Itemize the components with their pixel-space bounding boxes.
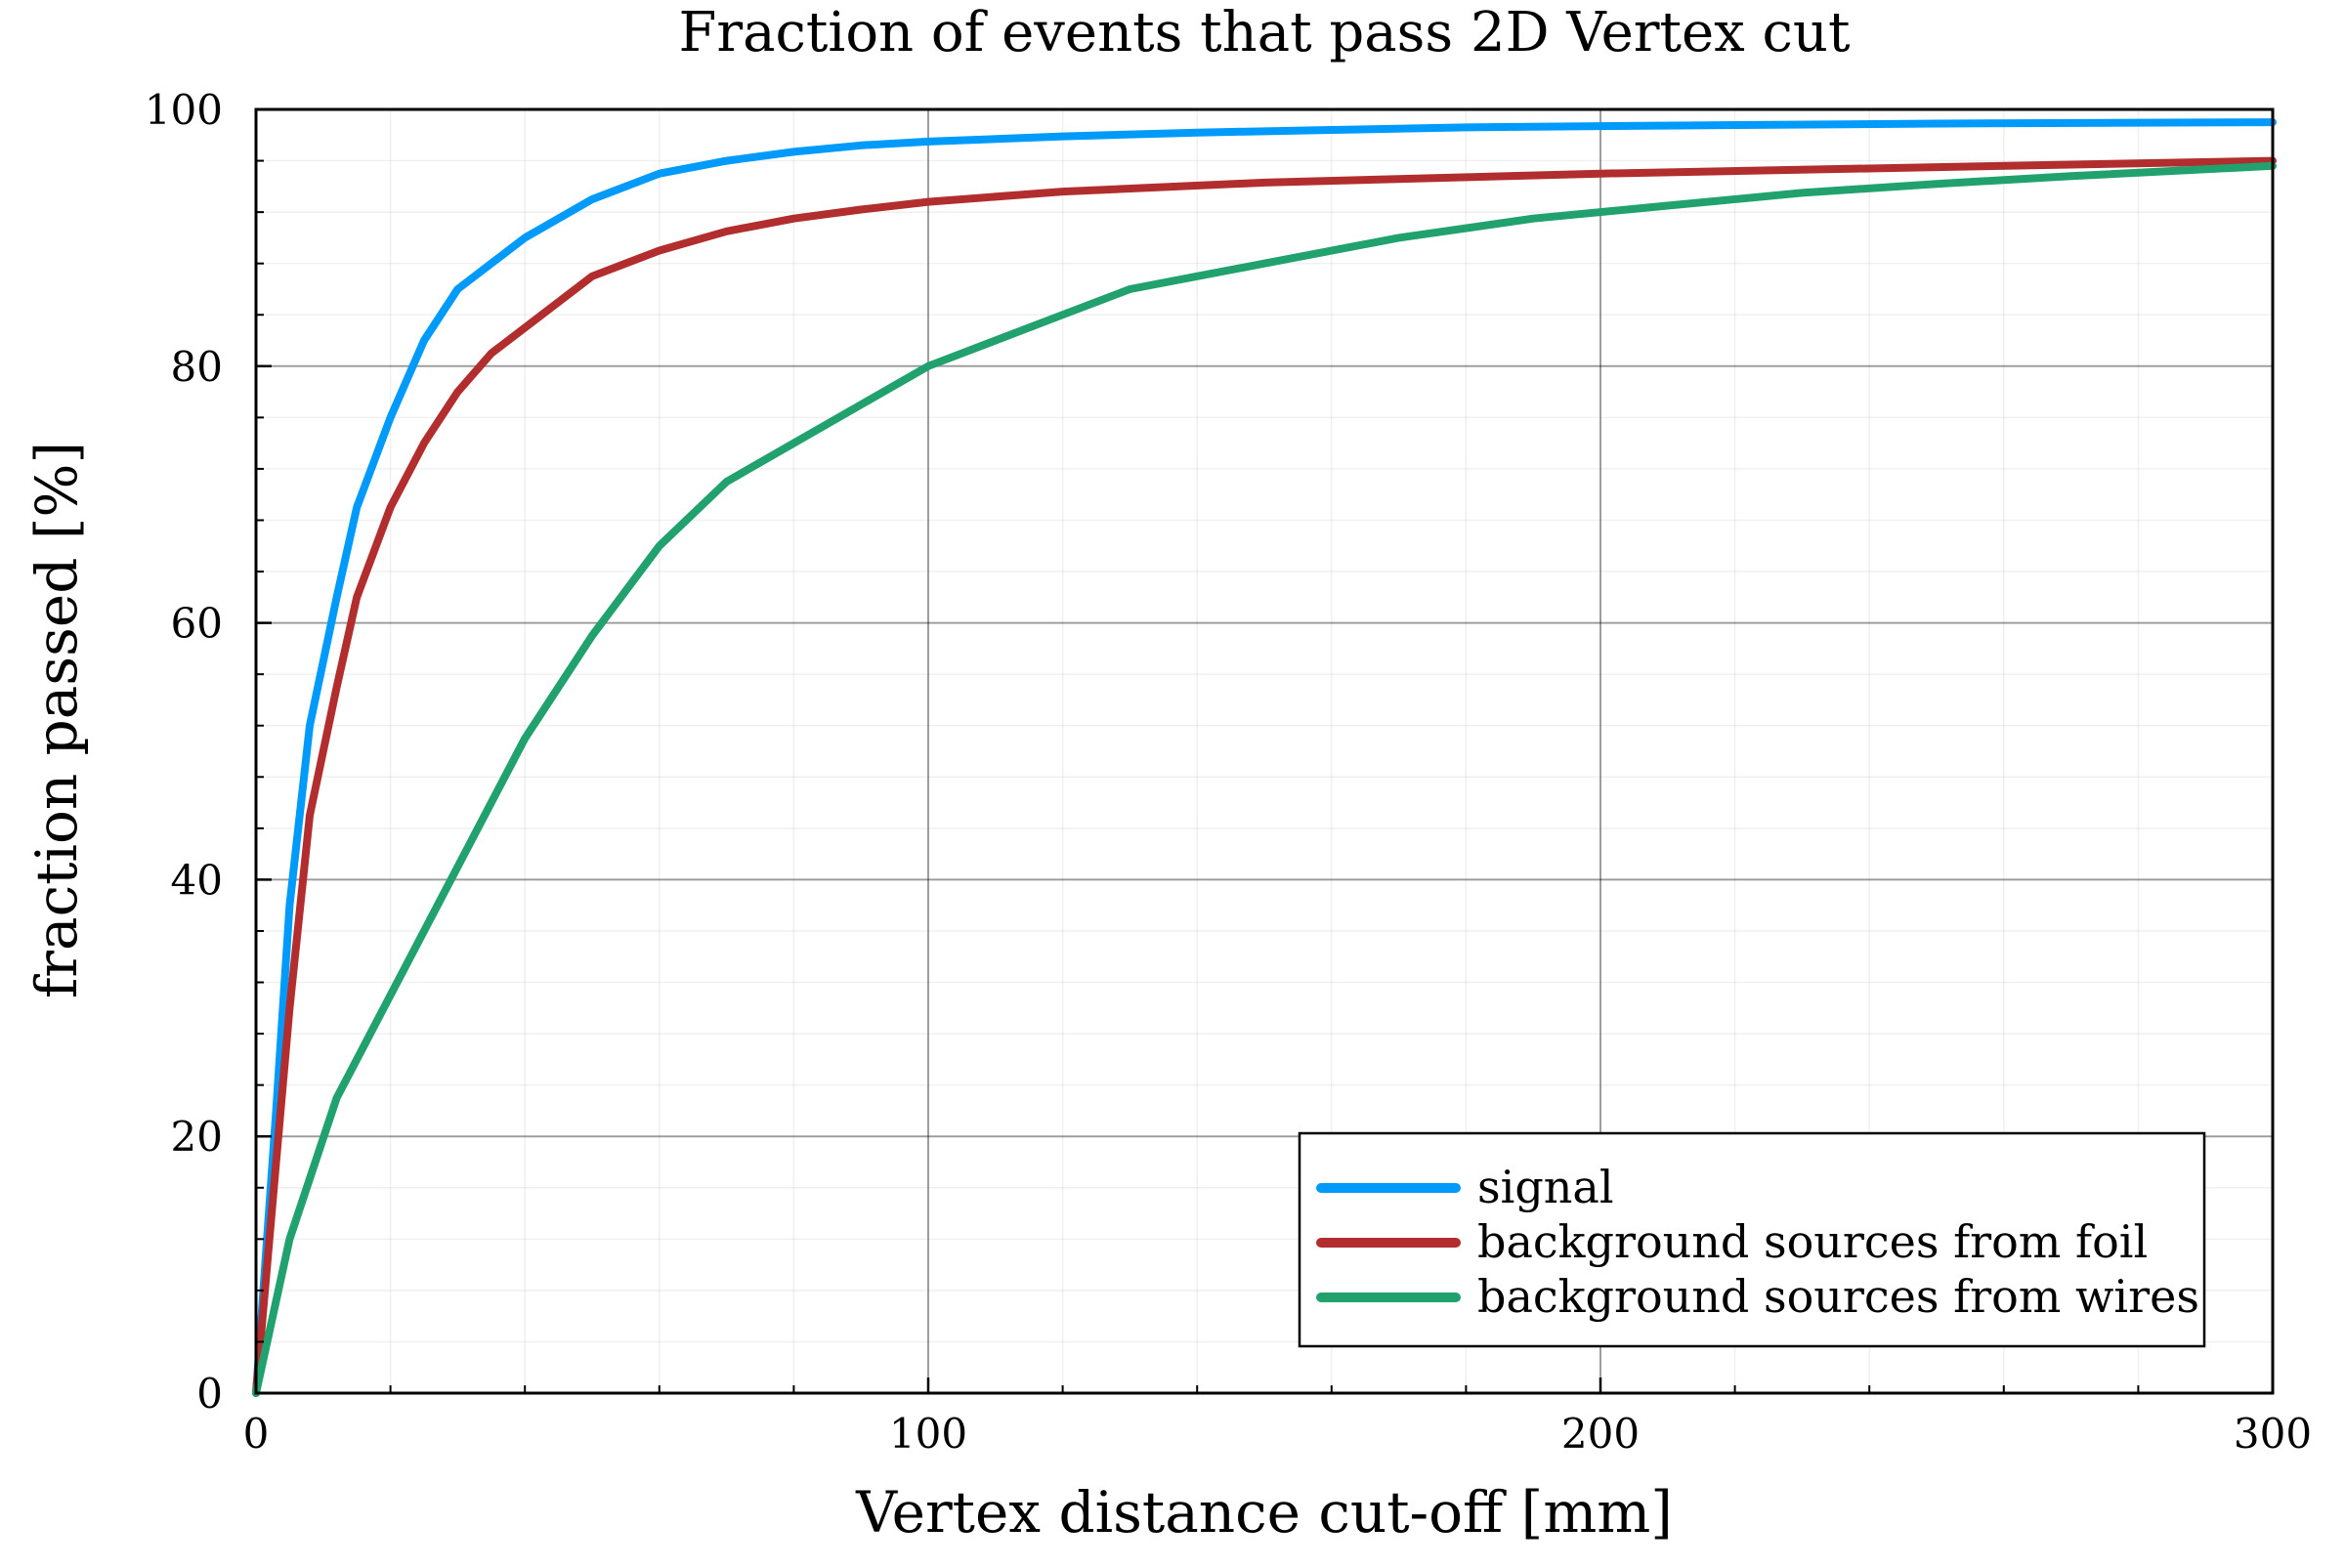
y-tick-label: 20 [171,1113,223,1161]
axis-ticks: 0 100 200 300 0 20 40 60 80 100 [145,86,2312,1458]
y-tick-label: 100 [145,86,223,134]
x-tick-label: 300 [2234,1410,2312,1458]
x-tick-label: 200 [1561,1410,1640,1458]
legend-label: background sources from foil [1477,1215,2148,1268]
y-tick-label: 80 [171,343,223,391]
legend-box [1298,1131,2206,1348]
x-tick-label: 0 [243,1410,270,1458]
y-tick-label: 40 [171,856,223,904]
x-tick-label: 100 [889,1410,967,1458]
x-axis-label: Vertex distance cut-off [mm] [855,1479,1673,1546]
series-line [252,161,2277,1397]
series-lines [252,118,2277,1397]
plot-frame [254,107,2275,1395]
y-axis-label: fraction passed [%] [23,442,90,998]
series-line [252,118,2277,1397]
legend-label: background sources from wires [1477,1270,2199,1323]
chart-title: Fraction of events that pass 2D Vertex c… [679,1,1851,64]
y-tick-label: 0 [196,1370,223,1418]
y-tick-label: 60 [171,600,223,648]
series-line [252,156,2277,1397]
legend-label: signal [1477,1161,1614,1213]
